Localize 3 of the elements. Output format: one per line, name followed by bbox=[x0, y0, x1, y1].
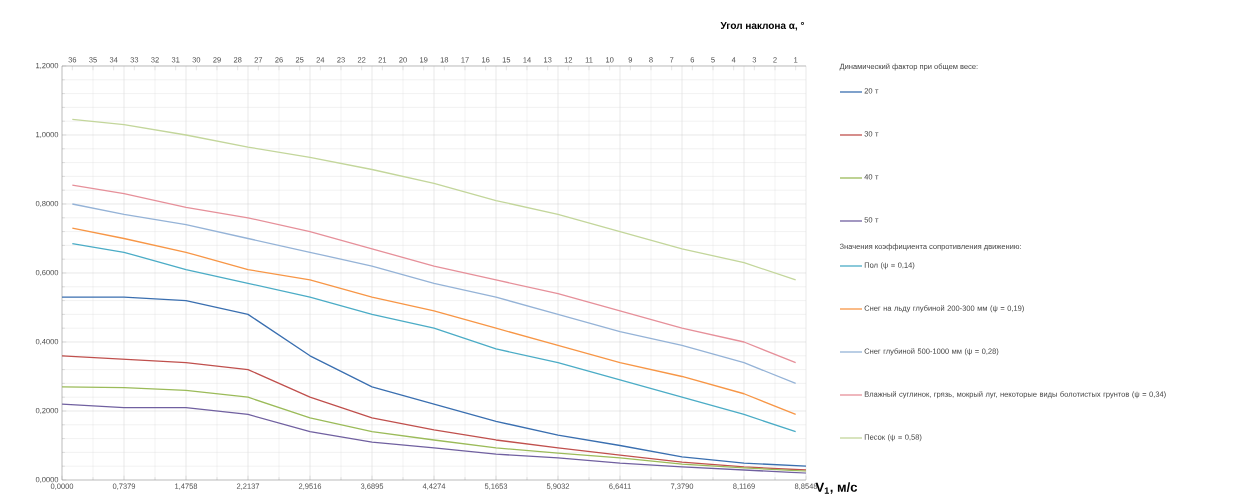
line-series bbox=[62, 296, 807, 467]
line-series bbox=[62, 386, 807, 472]
x2-axis-title: Угол наклона α, ° bbox=[720, 21, 805, 31]
